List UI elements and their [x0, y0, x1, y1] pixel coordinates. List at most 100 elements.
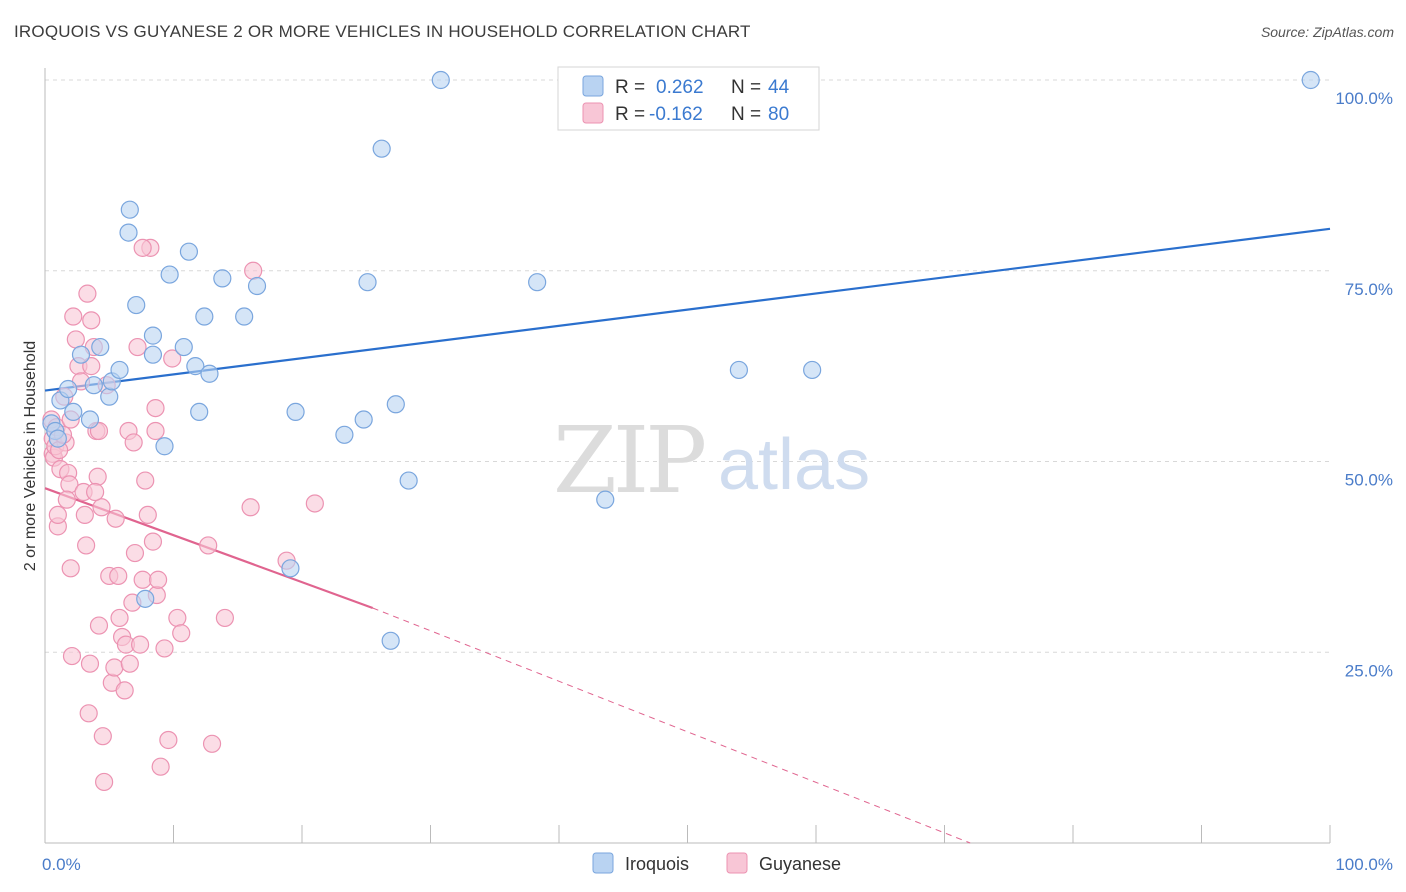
guyanese-point-52: [146, 398, 165, 418]
guyanese-points: [42, 238, 324, 792]
iroquois-point-38: [399, 471, 418, 490]
bottom-legend-iroquois: Iroquois: [625, 854, 689, 874]
guyanese-point-27: [88, 467, 107, 486]
iroquois-swatch: [582, 75, 604, 97]
guyanese-point-15: [64, 307, 83, 326]
guyanese-point-23: [80, 654, 100, 673]
iroquois-trend-line: [44, 227, 1331, 392]
guyanese-point-67: [199, 536, 218, 555]
guyanese-point-24: [82, 357, 101, 376]
iroquois-point-30: [281, 559, 300, 578]
guyanese-point-69: [215, 608, 234, 628]
guyanese-point-68: [202, 734, 222, 753]
y-tick-label-75: 75.0%: [1345, 280, 1393, 299]
bottom-legend: Iroquois Guyanese: [592, 852, 841, 874]
iroquois-point-43: [803, 360, 822, 380]
legend-n-label-2: N =: [731, 104, 761, 125]
source-label: Source: ZipAtlas.com: [1260, 24, 1394, 40]
y-tick-label-50: 50.0%: [1345, 471, 1393, 490]
guyanese-point-79: [86, 482, 105, 502]
iroquois-point-20: [160, 265, 179, 284]
guyanese-point-45: [128, 337, 147, 357]
guyanese-point-42: [120, 654, 139, 673]
guyanese-point-78: [57, 490, 76, 509]
guyanese-point-48: [136, 471, 155, 490]
legend-n-label-1: N =: [731, 77, 761, 98]
guyanese-point-16: [66, 330, 85, 349]
guyanese-point-77: [124, 433, 143, 452]
iroquois-point-19: [155, 437, 174, 456]
guyanese-trend-extension: [372, 607, 971, 844]
guyanese-point-14: [62, 646, 82, 666]
iroquois-point-24: [190, 402, 209, 422]
legend-r-value-1: 0.262: [656, 77, 704, 98]
iroquois-point-22: [179, 242, 199, 261]
stats-legend: R = 0.262 N = 44 R = -0.162 N = 80: [557, 66, 820, 131]
iroquois-point-27: [213, 269, 232, 288]
guyanese-point-29: [92, 498, 111, 517]
guyanese-point-71: [244, 261, 263, 280]
x-tick-label-min: 0.0%: [42, 855, 81, 874]
legend-r-label-2: R =: [615, 104, 645, 125]
guyanese-point-51: [143, 532, 163, 551]
chart-title: IROQUOIS VS GUYANESE 2 OR MORE VEHICLES …: [14, 22, 751, 41]
guyanese-point-61: [78, 284, 97, 303]
y-tick-label-25: 25.0%: [1345, 661, 1393, 680]
iroquois-point-44: [1301, 70, 1320, 90]
guyanese-point-76: [110, 608, 129, 628]
iroquois-point-39: [431, 70, 450, 90]
y-tick-label-100: 100.0%: [1335, 89, 1393, 108]
iroquois-point-2: [48, 429, 67, 448]
iroquois-points: [42, 70, 1320, 650]
guyanese-point-56: [155, 639, 174, 658]
iroquois-point-6: [71, 345, 91, 364]
iroquois-point-34: [354, 410, 373, 429]
watermark-atlas: atlas: [718, 425, 870, 505]
guyanese-point-44: [125, 543, 145, 563]
iroquois-point-42: [729, 360, 749, 380]
iroquois-point-10: [100, 387, 119, 406]
guyanese-point-57: [159, 730, 178, 750]
guyanese-point-37: [109, 566, 128, 586]
bottom-legend-guyanese-swatch: [726, 852, 748, 874]
guyanese-point-20: [75, 505, 94, 525]
guyanese-point-60: [172, 624, 191, 643]
iroquois-point-35: [372, 139, 391, 158]
guyanese-point-73: [305, 494, 324, 513]
iroquois-point-36: [381, 631, 400, 650]
iroquois-point-29: [247, 276, 267, 296]
watermark: ZIP atlas: [553, 407, 870, 514]
iroquois-point-23: [186, 357, 205, 376]
guyanese-point-35: [105, 658, 124, 677]
legend-r-value-2: -0.162: [649, 104, 703, 125]
guyanese-point-39: [115, 681, 134, 700]
guyanese-point-21: [77, 536, 96, 555]
iroquois-point-15: [127, 295, 146, 315]
iroquois-point-4: [59, 379, 78, 399]
guyanese-point-36: [106, 509, 125, 528]
iroquois-point-13: [119, 223, 138, 242]
legend-r-label-1: R =: [615, 77, 645, 98]
guyanese-point-13: [61, 559, 80, 578]
iroquois-point-37: [386, 395, 405, 414]
iroquois-point-14: [120, 200, 139, 219]
iroquois-point-26: [200, 364, 219, 383]
guyanese-point-59: [168, 608, 187, 628]
iroquois-point-9: [91, 337, 110, 357]
y-axis-title: 2 or more Vehicles in Household: [22, 341, 39, 571]
iroquois-point-17: [143, 326, 163, 345]
guyanese-point-28: [89, 616, 109, 635]
iroquois-point-21: [174, 337, 193, 357]
guyanese-point-46: [130, 635, 150, 654]
watermark-zip: ZIP: [553, 407, 704, 514]
iroquois-point-8: [84, 376, 103, 395]
iroquois-point-31: [286, 402, 305, 422]
iroquois-point-41: [596, 490, 615, 509]
guyanese-point-70: [241, 498, 260, 517]
guyanese-point-47: [133, 570, 152, 589]
iroquois-point-40: [528, 273, 547, 292]
x-tick-label-max: 100.0%: [1335, 855, 1393, 874]
guyanese-swatch: [582, 102, 604, 124]
iroquois-point-16: [136, 589, 155, 608]
iroquois-point-7: [80, 410, 100, 429]
